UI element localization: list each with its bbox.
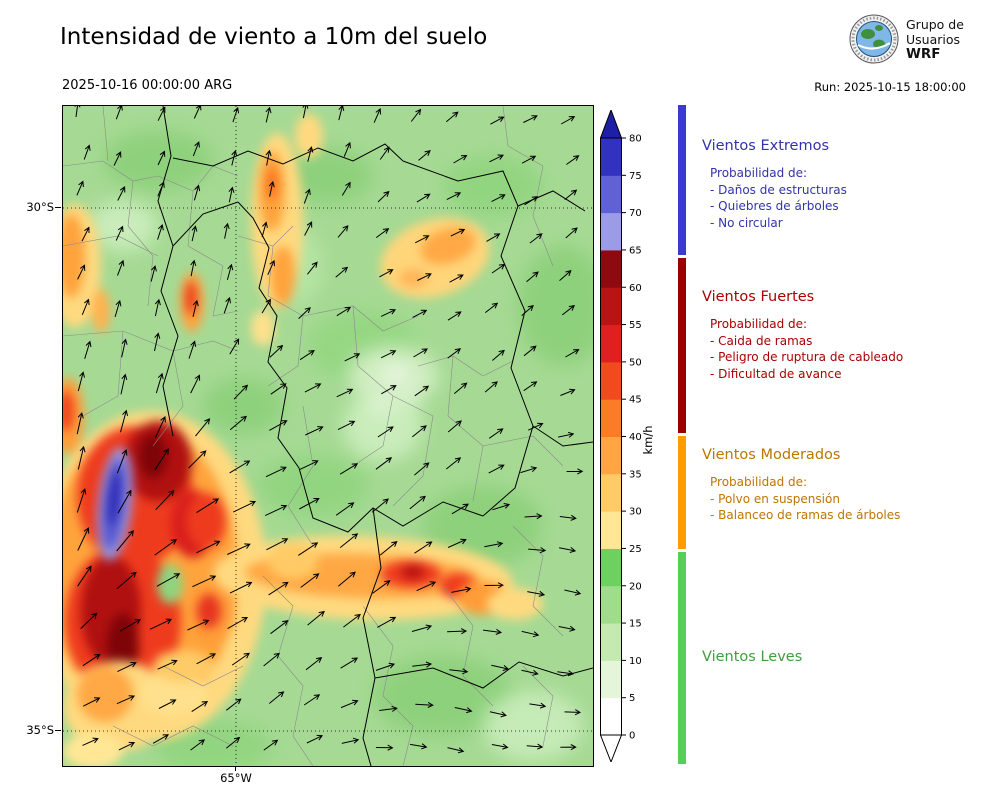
legend-item: - Peligro de ruptura de cableado bbox=[710, 350, 904, 364]
x-tick-mark bbox=[235, 766, 236, 771]
legend-item: - No circular bbox=[710, 215, 783, 230]
legend-item: - Caida de ramas bbox=[710, 333, 813, 348]
logo-text-line1: Grupo de bbox=[906, 17, 964, 32]
legend-bar-fuertes bbox=[678, 258, 686, 433]
valid-datetime: 2025-10-16 00:00:00 ARG bbox=[62, 78, 233, 93]
legend-title-leves: Vientos Leves bbox=[702, 649, 803, 665]
run-label: Run: 2025-10-15 18:00:00 bbox=[814, 80, 966, 94]
colorbar-segment bbox=[600, 287, 622, 326]
colorbar-tick-label: 60 bbox=[629, 283, 642, 294]
colorbar-tick-label: 50 bbox=[629, 357, 642, 368]
colorbar-tick-label: 80 bbox=[629, 134, 642, 145]
y-axis-label-35s: 35°S bbox=[26, 723, 54, 737]
colorbar-tick-label: 30 bbox=[629, 507, 642, 518]
legend-section-fuertes: Vientos Fuertes Probabilidad de: - Caida… bbox=[702, 289, 994, 382]
x-axis-label-65w: 65°W bbox=[220, 771, 252, 785]
colorbar-segment bbox=[600, 623, 622, 661]
colorbar-tick-label: 70 bbox=[629, 208, 642, 219]
colorbar-tick-label: 55 bbox=[629, 320, 642, 331]
colorbar-over-arrow bbox=[599, 108, 623, 139]
colorbar-segment bbox=[600, 473, 622, 512]
colorbar-tick-label: 25 bbox=[629, 544, 642, 555]
colorbar-tick-label: 10 bbox=[629, 656, 642, 667]
colorbar-tick-label: 35 bbox=[629, 469, 642, 480]
colorbar-tick-label: 5 bbox=[629, 693, 635, 704]
legend-item: - Dificultad de avance bbox=[710, 366, 842, 381]
graticule-lines bbox=[63, 106, 593, 766]
logo-text-line2: Usuarios bbox=[906, 32, 961, 47]
colorbar-segment bbox=[600, 511, 622, 549]
colorbar-tick-label: 40 bbox=[629, 432, 642, 443]
legend-title-extremos: Vientos Extremos bbox=[702, 138, 830, 154]
colorbar-tick-label: 45 bbox=[629, 395, 642, 406]
legend-bar-leves bbox=[678, 552, 686, 764]
legend-title-fuertes: Vientos Fuertes bbox=[702, 289, 815, 305]
colorbar-tick-label: 20 bbox=[629, 581, 642, 592]
legend-body-moderados: Probabilidad de: - Polvo en suspensión -… bbox=[710, 474, 994, 524]
wind-arrows bbox=[74, 106, 584, 754]
y-tick-mark bbox=[55, 730, 61, 731]
colorbar-segment bbox=[600, 436, 622, 475]
logo-text-wrf: WRF bbox=[906, 46, 941, 62]
province-borders bbox=[157, 106, 593, 766]
colorbar: 0 5 10 15 20 25 30 35 40 45 50 55 60 65 70 75 80 km/h bbox=[599, 108, 662, 766]
wind-intensity-regions bbox=[63, 114, 543, 766]
colorbar-tick-label: 75 bbox=[629, 171, 642, 182]
colorbar-under-arrow bbox=[599, 734, 623, 764]
colorbar-segment bbox=[600, 585, 622, 624]
colorbar-segment bbox=[600, 138, 622, 176]
page-title: Intensidad de viento a 10m del suelo bbox=[60, 24, 488, 50]
colorbar-segment bbox=[600, 249, 622, 288]
colorbar-unit-label: km/h bbox=[641, 425, 655, 454]
y-axis-label-30s: 30°S bbox=[26, 200, 54, 214]
legend-body-extremos: Probabilidad de: - Daños de estructuras … bbox=[710, 165, 994, 231]
colorbar-segment bbox=[600, 548, 622, 587]
colorbar-canvas: 0 5 10 15 20 25 30 35 40 45 50 55 60 65 70 75 80 km/h bbox=[599, 108, 655, 764]
map-canvas bbox=[63, 106, 593, 766]
legend-bar-moderados bbox=[678, 436, 686, 549]
colorbar-outline bbox=[600, 137, 622, 736]
logo-text: Grupo de Usuarios WRF bbox=[906, 13, 964, 65]
legend-section-leves: Vientos Leves bbox=[702, 649, 994, 676]
legend-item: - Polvo en suspensión bbox=[710, 491, 840, 506]
legend-section-extremos: Vientos Extremos Probabilidad de: - Daño… bbox=[702, 138, 994, 231]
logo: Grupo de Usuarios WRF bbox=[848, 13, 964, 65]
legend-item: - Quiebres de árboles bbox=[710, 199, 839, 213]
colorbar-segment bbox=[600, 361, 622, 400]
colorbar-segment bbox=[600, 324, 622, 363]
legend-body-fuertes: Probabilidad de: - Caida de ramas - Peli… bbox=[710, 316, 994, 382]
legend-section-moderados: Vientos Moderados Probabilidad de: - Pol… bbox=[702, 447, 994, 524]
colorbar-segment bbox=[600, 175, 622, 214]
colorbar-tick-label: 15 bbox=[629, 619, 642, 630]
legend-item: - Balanceo de ramas de árboles bbox=[710, 508, 901, 522]
globe-icon bbox=[849, 14, 899, 64]
colorbar-tick-label: 65 bbox=[629, 245, 642, 256]
colorbar-segment bbox=[600, 697, 622, 736]
legend-subtitle: Probabilidad de: bbox=[710, 317, 808, 331]
legend-title-moderados: Vientos Moderados bbox=[702, 447, 841, 463]
legend-subtitle: Probabilidad de: bbox=[710, 475, 808, 489]
y-tick-mark bbox=[55, 207, 61, 208]
wind-intensity-map bbox=[62, 105, 594, 767]
colorbar-segment bbox=[600, 212, 622, 251]
colorbar-tick-label: 0 bbox=[629, 731, 635, 742]
legend-subtitle: Probabilidad de: bbox=[710, 166, 808, 180]
colorbar-segment bbox=[600, 660, 622, 699]
legend-item: - Daños de estructuras bbox=[710, 182, 847, 197]
legend-bar-extremos bbox=[678, 105, 686, 255]
colorbar-segment bbox=[600, 399, 622, 437]
